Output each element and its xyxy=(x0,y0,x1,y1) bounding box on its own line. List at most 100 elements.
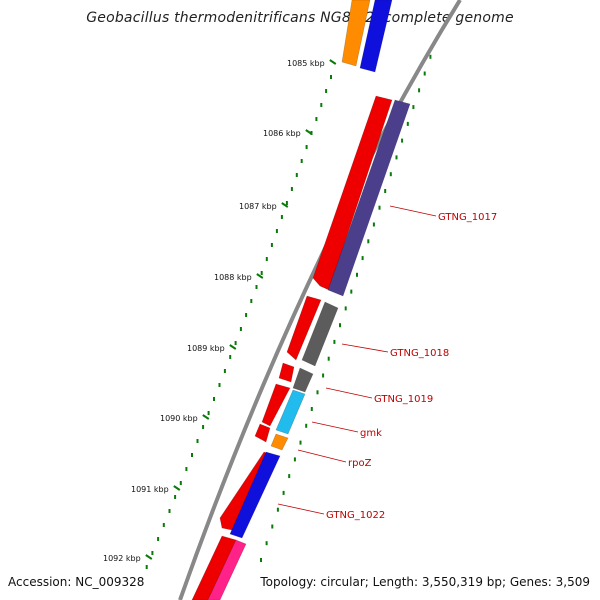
outer-tick xyxy=(145,565,148,569)
outer-tick xyxy=(151,551,154,555)
gtng-1018-band[interactable] xyxy=(301,301,339,367)
gene-label[interactable]: GTNG_1022 xyxy=(326,510,385,521)
kbp-label: 1090 kbp xyxy=(160,414,198,423)
kbp-label: 1086 kbp xyxy=(263,129,301,138)
pink-gene[interactable] xyxy=(207,539,247,600)
inner-tick xyxy=(389,172,392,177)
inner-tick xyxy=(395,155,398,160)
outer-tick xyxy=(285,201,288,205)
inner-tick xyxy=(305,423,308,428)
inner-tick xyxy=(322,373,325,378)
kbp-label: 1088 kbp xyxy=(214,273,252,282)
outer-tick xyxy=(300,159,303,163)
outer-tick xyxy=(260,271,263,275)
gene-track xyxy=(191,0,411,600)
outer-tick xyxy=(270,243,273,247)
inner-tick xyxy=(271,524,274,529)
inner-tick xyxy=(372,222,375,227)
gmk-band[interactable] xyxy=(275,389,306,435)
outer-tick xyxy=(213,397,215,401)
inner-tick xyxy=(384,189,387,193)
inner-tick xyxy=(265,541,268,546)
gene-label[interactable]: gmk xyxy=(360,428,382,439)
callout-line xyxy=(311,421,359,433)
rpoz-band[interactable] xyxy=(270,433,289,451)
inner-tick-track xyxy=(260,38,437,562)
callout-line xyxy=(325,387,373,399)
kbp-label: 1087 kbp xyxy=(239,202,277,211)
outer-tick xyxy=(265,257,268,261)
outer-tick xyxy=(168,509,171,513)
kbp-label: 1091 kbp xyxy=(131,485,169,494)
kbp-tick xyxy=(256,273,264,279)
outer-tick xyxy=(223,369,226,373)
outer-tick xyxy=(250,299,253,303)
gene-arrow[interactable] xyxy=(286,295,322,361)
gene-label[interactable]: GTNG_1017 xyxy=(438,212,497,223)
outer-tick xyxy=(325,89,328,93)
inner-tick xyxy=(299,440,302,445)
inner-tick xyxy=(378,205,381,210)
callout-line xyxy=(297,449,347,463)
gene-arrow[interactable] xyxy=(191,535,237,600)
outer-tick xyxy=(179,481,182,485)
outer-tick xyxy=(162,523,165,527)
outer-tick xyxy=(275,229,278,233)
inner-tick xyxy=(288,474,291,479)
gene-label[interactable]: GTNG_1019 xyxy=(374,394,433,405)
kbp-tick xyxy=(229,344,237,350)
accession-text: Accession: NC_009328 xyxy=(8,575,145,589)
kbp-tick xyxy=(305,129,313,135)
inner-tick xyxy=(423,71,426,76)
outer-tick xyxy=(207,411,210,415)
gene-label[interactable]: GTNG_1018 xyxy=(390,348,449,359)
outer-tick xyxy=(218,383,221,387)
outer-tick xyxy=(280,215,283,219)
outer-tick xyxy=(239,327,242,331)
inner-tick xyxy=(361,256,364,261)
callout-line xyxy=(277,503,325,515)
outer-tick xyxy=(191,453,193,457)
inner-tick xyxy=(293,457,296,462)
outer-tick xyxy=(185,467,188,471)
inner-tick xyxy=(406,121,409,126)
inner-tick xyxy=(276,507,279,512)
outer-tick xyxy=(174,495,177,499)
kbp-tick xyxy=(145,554,153,560)
callout-line xyxy=(341,343,389,353)
blue-gene[interactable] xyxy=(359,0,393,73)
gtng-1017-band[interactable] xyxy=(327,99,411,297)
outer-tick xyxy=(229,355,232,359)
outer-tick xyxy=(295,173,298,177)
gtng-1022-band[interactable] xyxy=(229,451,281,539)
gtng-1019-band[interactable] xyxy=(292,367,314,393)
gene-arrow[interactable] xyxy=(254,423,271,443)
inner-tick xyxy=(412,105,415,110)
outer-tick xyxy=(315,117,318,121)
inner-tick xyxy=(310,407,313,411)
outer-tick xyxy=(196,439,199,443)
gene-arrow[interactable] xyxy=(261,383,291,427)
gene-arrow[interactable] xyxy=(312,95,393,291)
kbp-tick xyxy=(329,59,337,65)
inner-tick xyxy=(260,558,262,562)
outer-tick xyxy=(234,341,237,345)
inner-tick xyxy=(327,356,330,361)
inner-tick xyxy=(282,490,285,495)
inner-tick xyxy=(367,239,370,244)
genome-summary-text: Topology: circular; Length: 3,550,319 bp… xyxy=(260,575,590,589)
kbp-label: 1089 kbp xyxy=(187,344,225,353)
gene-label[interactable]: rpoZ xyxy=(348,458,372,469)
inner-tick xyxy=(339,323,341,328)
outer-tick-track xyxy=(145,75,332,569)
orange-gene[interactable] xyxy=(341,0,371,67)
outer-tick xyxy=(290,187,293,191)
kbp-tick xyxy=(202,414,210,420)
inner-tick xyxy=(350,289,353,294)
gene-arrow[interactable] xyxy=(278,362,295,383)
inner-tick xyxy=(356,272,358,277)
outer-tick xyxy=(157,537,160,541)
inner-tick xyxy=(333,339,336,344)
